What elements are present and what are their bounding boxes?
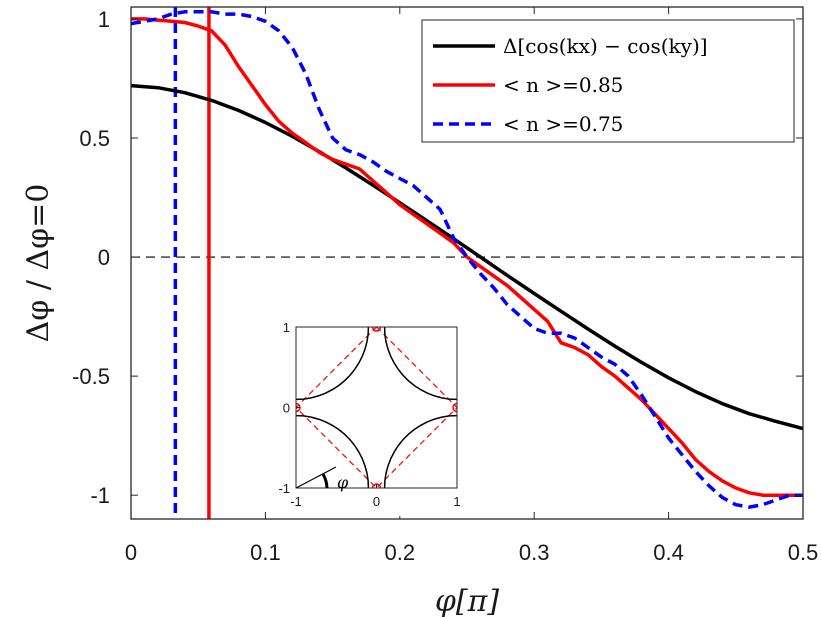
legend-label-red: < n >=0.85 [503, 73, 623, 97]
y-tick-label: 0.5 [79, 126, 110, 151]
axes-frame [130, 6, 804, 520]
inset-x-tick-label: 0 [373, 494, 380, 509]
series-line-1 [131, 17, 803, 497]
x-tick-label: 0 [125, 540, 137, 565]
x-tick-label: 0.3 [519, 540, 550, 565]
legend-box [421, 19, 795, 143]
x-tick-label: 0.4 [653, 540, 684, 565]
y-tick-label: 0 [98, 245, 110, 270]
inset-y-tick-label: 0 [283, 401, 290, 416]
y-tick-label: 1 [98, 7, 110, 32]
inset-fermi-arc-2 [296, 414, 370, 488]
inset-x-tick-label: 1 [453, 494, 460, 509]
y-tick-label: -1 [90, 483, 110, 508]
x-tick-label: 0.1 [250, 540, 281, 565]
inset-x-tick-label: -1 [290, 494, 302, 509]
series-line-2 [131, 10, 803, 509]
inset-angle-ray [295, 466, 337, 489]
inset-y-tick-label: 1 [283, 320, 290, 335]
plot-area [131, 7, 803, 519]
inset-pocket-1 [452, 402, 457, 413]
inset-angle-arc [321, 473, 329, 489]
inset-plot: -1 0 1 -1 0 1 φ [278, 316, 472, 516]
inset-pocket-0 [371, 327, 382, 332]
y-axis-title: Δφ / Δφ=0 [21, 184, 56, 343]
inset-y-tick-label: -1 [278, 481, 290, 496]
x-axis-title: φ[π] [435, 584, 499, 617]
legend: Δ[cos(kx) − cos(ky)] < n >=0.85 < n >=0.… [421, 19, 795, 143]
legend-label-blue: < n >=0.75 [503, 112, 623, 136]
inset-background [286, 316, 472, 516]
inset-fermi-arc-3 [296, 327, 370, 401]
y-tick-label: -0.5 [72, 364, 110, 389]
x-tick-label: 0.2 [385, 540, 416, 565]
legend-label-black: Δ[cos(kx) − cos(ky)] [503, 34, 708, 58]
inset-angle-label: φ [337, 473, 349, 492]
inset-diamond [296, 327, 457, 488]
x-tick-label: 0.5 [788, 540, 819, 565]
series-line-0 [131, 83, 803, 431]
